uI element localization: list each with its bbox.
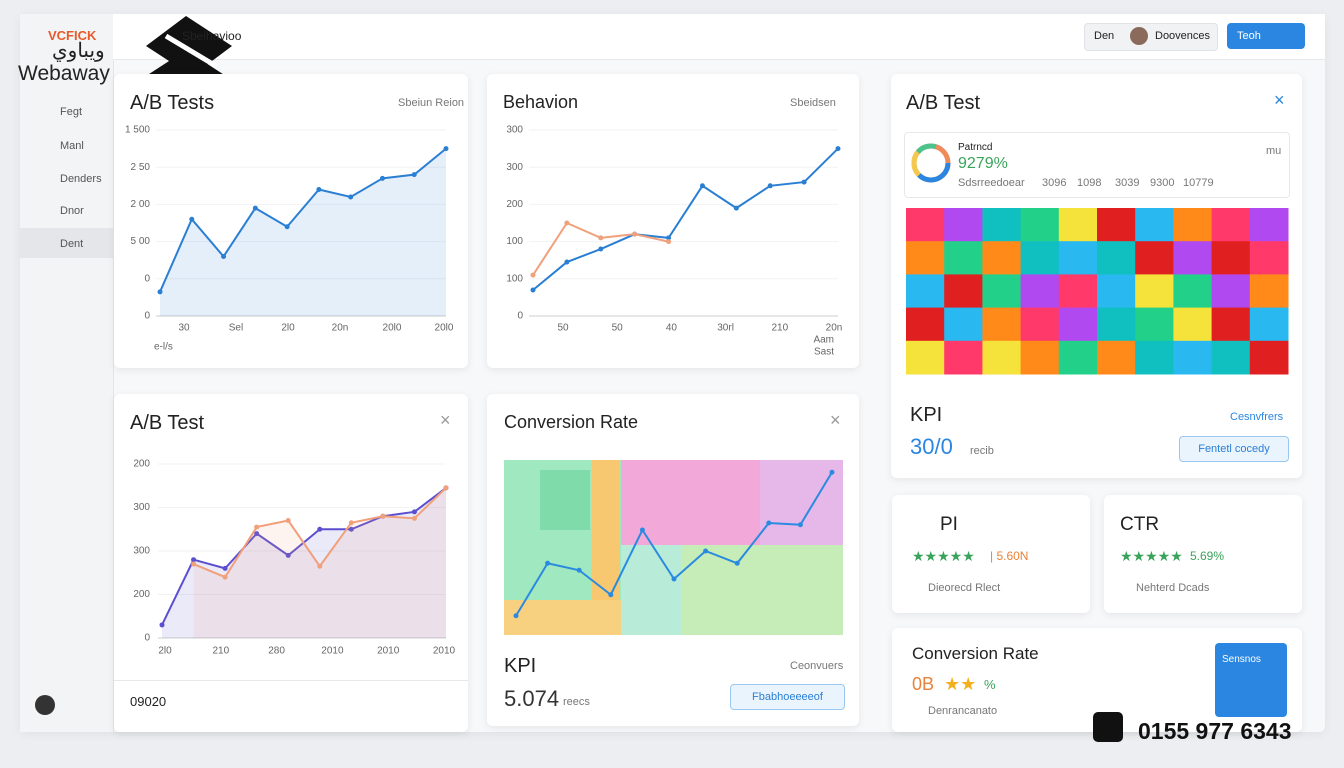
stars: ★★★★★ <box>1120 548 1183 564</box>
nav-item[interactable]: Manl <box>60 140 84 152</box>
card-title: Conversion Rate <box>504 412 639 432</box>
avatar[interactable] <box>35 695 55 715</box>
kpi-unit: recib <box>970 445 994 457</box>
user-chip[interactable] <box>1084 23 1218 51</box>
card-title: A/B Test <box>130 412 205 434</box>
card-title: A/B Test <box>906 92 981 114</box>
sidebar <box>20 14 114 732</box>
conversion-note: Denrancanato <box>928 705 998 717</box>
search[interactable]: Sbeihavioo <box>182 29 242 43</box>
kpi-card <box>892 495 1090 613</box>
summary-figure: 10779 <box>1183 177 1214 189</box>
summary-figure: 3096 <box>1042 177 1067 189</box>
kpi-value: 5.074 <box>504 686 560 711</box>
summary-menu[interactable]: mu <box>1266 145 1282 157</box>
divider <box>114 680 468 681</box>
card <box>114 394 468 732</box>
card <box>487 394 859 726</box>
kpi-card-note: Dieorecd Rlect <box>928 582 1001 594</box>
card-title: A/B Tests <box>130 92 215 114</box>
kpi-card <box>1104 495 1302 613</box>
card-title: Behavion <box>503 92 579 112</box>
brand-top: VCFICK <box>48 28 97 43</box>
conversion-stars: ★★ <box>944 674 977 694</box>
header-button[interactable]: Teoh <box>1227 23 1305 49</box>
brand-arabic: ويباوي <box>52 40 105 62</box>
kpi-card-title: CTR <box>1120 514 1160 535</box>
phone-icon <box>1093 712 1123 742</box>
conversion-suffix: % <box>984 677 996 692</box>
close[interactable]: × <box>1274 90 1285 110</box>
kpi-unit: reecs <box>563 696 590 708</box>
stars: ★★★★★ <box>912 548 975 564</box>
rating: | 5.60N <box>990 549 1029 563</box>
kpi-value: 30/0 <box>910 434 953 459</box>
summary-figure: 9300 <box>1150 177 1175 189</box>
kpi-card-title: PI <box>940 514 958 535</box>
kpi-card-note: Nehterd Dcads <box>1136 582 1210 594</box>
card-footer: 09020 <box>130 694 167 709</box>
brand: Webaway <box>18 62 110 85</box>
phone: 0155 977 6343 <box>1138 718 1292 744</box>
kpi-link[interactable]: Ceonvuers <box>790 660 844 672</box>
card-action[interactable]: Sbeiun Reion <box>398 97 465 109</box>
chip-name: Doovences <box>1155 30 1211 42</box>
conversion-title: Conversion Rate <box>912 644 1039 663</box>
kpi-link[interactable]: Cesnvfrers <box>1230 411 1284 423</box>
summary-label: Patrncd <box>958 142 993 153</box>
card-action[interactable]: Sbeidsen <box>790 97 836 109</box>
summary-figure: 3039 <box>1115 177 1140 189</box>
kpi-title: KPI <box>910 404 943 426</box>
kpi-button[interactable]: Fentetl cocedy <box>1179 436 1289 462</box>
summary-box <box>904 132 1290 198</box>
kpi-title: KPI <box>504 655 537 677</box>
summary-figure: 1098 <box>1077 177 1102 189</box>
card <box>487 74 859 368</box>
conversion-button-label: Sensnos <box>1222 654 1261 665</box>
summary-caption: Sdsrreedoear <box>958 177 1025 189</box>
nav-item[interactable]: Fegt <box>60 106 83 118</box>
kpi-button[interactable]: Fbabhoeeeeof <box>730 684 845 710</box>
donut <box>911 143 951 183</box>
close[interactable]: × <box>440 410 451 430</box>
rating: 5.69% <box>1190 549 1225 563</box>
nav-active <box>20 228 113 258</box>
conversion-value: 0B <box>912 674 935 694</box>
chip-label: Den <box>1094 30 1115 42</box>
nav-item[interactable]: Denders <box>60 173 102 185</box>
summary-value: 9279% <box>958 155 1008 172</box>
avatar <box>1130 27 1148 45</box>
nav-item[interactable]: Dnor <box>60 205 84 217</box>
conversion-button[interactable] <box>1215 643 1287 717</box>
card <box>114 74 468 368</box>
close[interactable]: × <box>830 410 841 430</box>
nav-item[interactable]: Dent <box>60 238 84 250</box>
